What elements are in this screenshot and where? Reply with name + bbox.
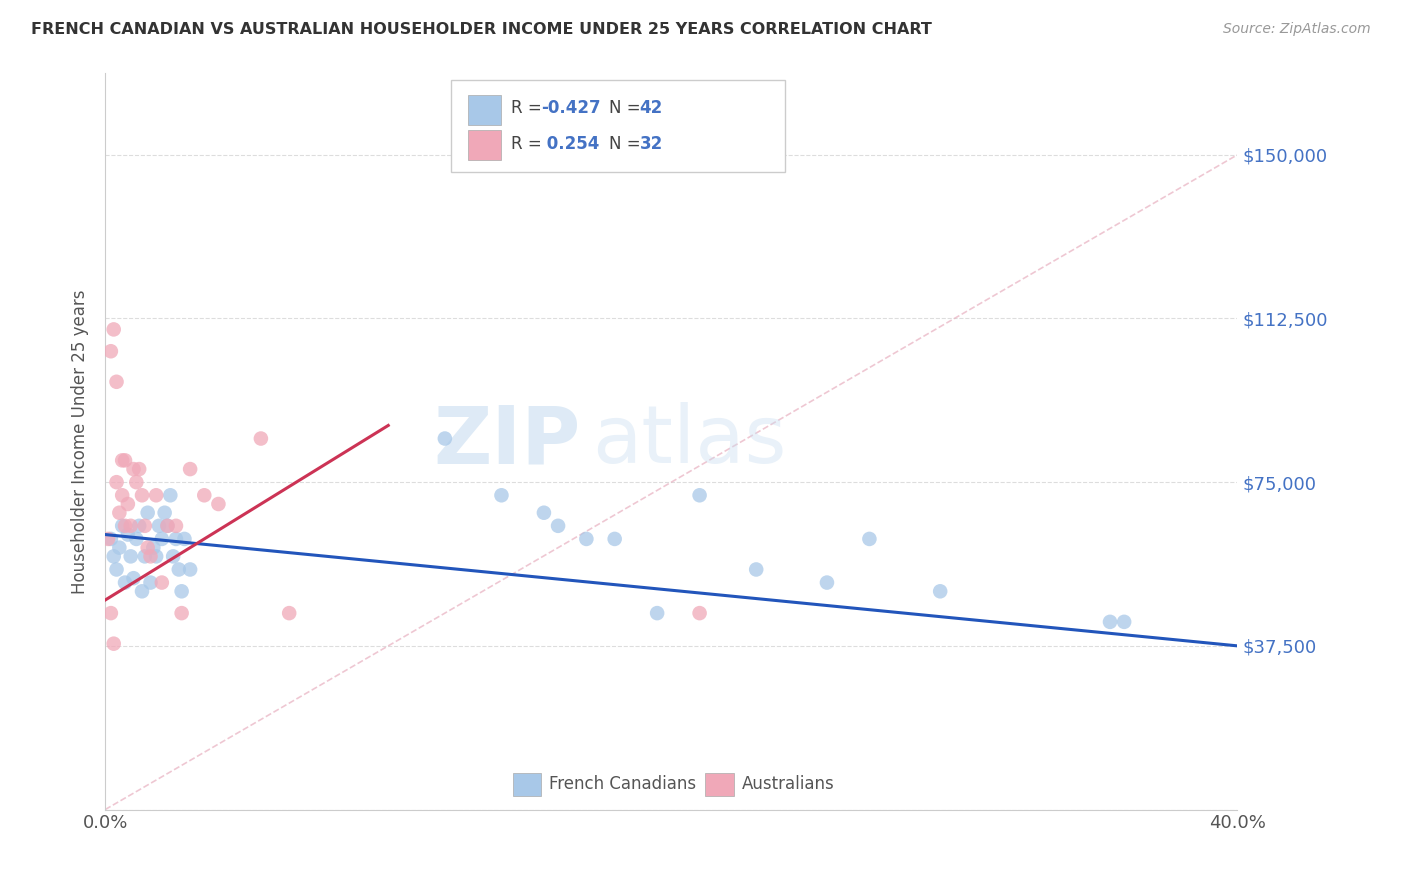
Point [100, 606, 122, 620]
Point [142, 541, 165, 555]
Point [156, 518, 179, 533]
Point [165, 518, 187, 533]
Point [103, 549, 125, 564]
Point [179, 562, 201, 576]
Point [165, 532, 187, 546]
Text: 32: 32 [640, 135, 662, 153]
Point [114, 575, 136, 590]
Point [122, 571, 145, 585]
FancyBboxPatch shape [513, 772, 541, 797]
Point [105, 375, 128, 389]
Point [103, 637, 125, 651]
Point [145, 488, 167, 502]
Point [114, 453, 136, 467]
Y-axis label: Householder Income Under 25 years: Householder Income Under 25 years [72, 289, 89, 593]
Point [575, 532, 598, 546]
Point [1098, 615, 1121, 629]
Text: FRENCH CANADIAN VS AUSTRALIAN HOUSEHOLDER INCOME UNDER 25 YEARS CORRELATION CHAR: FRENCH CANADIAN VS AUSTRALIAN HOUSEHOLDE… [31, 22, 932, 37]
Point [547, 518, 569, 533]
Point [170, 584, 193, 599]
Point [97, 532, 120, 546]
FancyBboxPatch shape [706, 772, 734, 797]
Point [108, 541, 131, 555]
Point [105, 475, 128, 490]
Point [173, 532, 195, 546]
Point [111, 518, 134, 533]
Point [134, 549, 156, 564]
Text: R =: R = [510, 135, 547, 153]
Point [145, 549, 167, 564]
Point [120, 549, 142, 564]
Point [491, 488, 513, 502]
Point [929, 584, 952, 599]
Text: Source: ZipAtlas.com: Source: ZipAtlas.com [1223, 22, 1371, 37]
Text: 42: 42 [640, 99, 662, 118]
Text: N =: N = [609, 99, 645, 118]
Point [103, 322, 125, 336]
Point [100, 532, 122, 546]
Text: N =: N = [609, 135, 645, 153]
Point [815, 575, 838, 590]
Point [162, 549, 184, 564]
Point [136, 541, 159, 555]
Point [645, 606, 668, 620]
Point [111, 453, 134, 467]
Point [153, 506, 176, 520]
Point [150, 575, 173, 590]
Point [207, 497, 229, 511]
Point [128, 518, 150, 533]
Point [120, 518, 142, 533]
FancyBboxPatch shape [468, 130, 502, 160]
Point [139, 549, 162, 564]
Text: -0.427: -0.427 [541, 99, 600, 118]
Point [858, 532, 880, 546]
Point [100, 344, 122, 359]
Point [156, 518, 179, 533]
Point [689, 488, 711, 502]
Point [193, 488, 215, 502]
Text: R =: R = [510, 99, 547, 118]
Point [139, 575, 162, 590]
Point [170, 606, 193, 620]
Text: ZIP: ZIP [433, 402, 581, 480]
Point [128, 462, 150, 476]
Point [108, 506, 131, 520]
Point [114, 518, 136, 533]
Point [1114, 615, 1136, 629]
FancyBboxPatch shape [450, 80, 785, 172]
FancyBboxPatch shape [468, 95, 502, 125]
Point [433, 432, 456, 446]
Text: French Canadians: French Canadians [548, 775, 696, 794]
Point [111, 488, 134, 502]
Point [278, 606, 301, 620]
Point [125, 532, 148, 546]
Text: 0.254: 0.254 [541, 135, 599, 153]
Point [179, 462, 201, 476]
Point [117, 497, 139, 511]
Point [689, 606, 711, 620]
Point [105, 562, 128, 576]
Point [125, 475, 148, 490]
Point [745, 562, 768, 576]
Point [136, 506, 159, 520]
Point [131, 488, 153, 502]
Point [122, 462, 145, 476]
Point [167, 562, 190, 576]
Point [603, 532, 626, 546]
Point [533, 506, 555, 520]
Point [250, 432, 273, 446]
Point [150, 532, 173, 546]
Point [117, 527, 139, 541]
Point [131, 584, 153, 599]
Point [148, 518, 170, 533]
Point [134, 518, 156, 533]
Text: Australians: Australians [741, 775, 834, 794]
Text: atlas: atlas [592, 402, 786, 480]
Point [159, 488, 181, 502]
